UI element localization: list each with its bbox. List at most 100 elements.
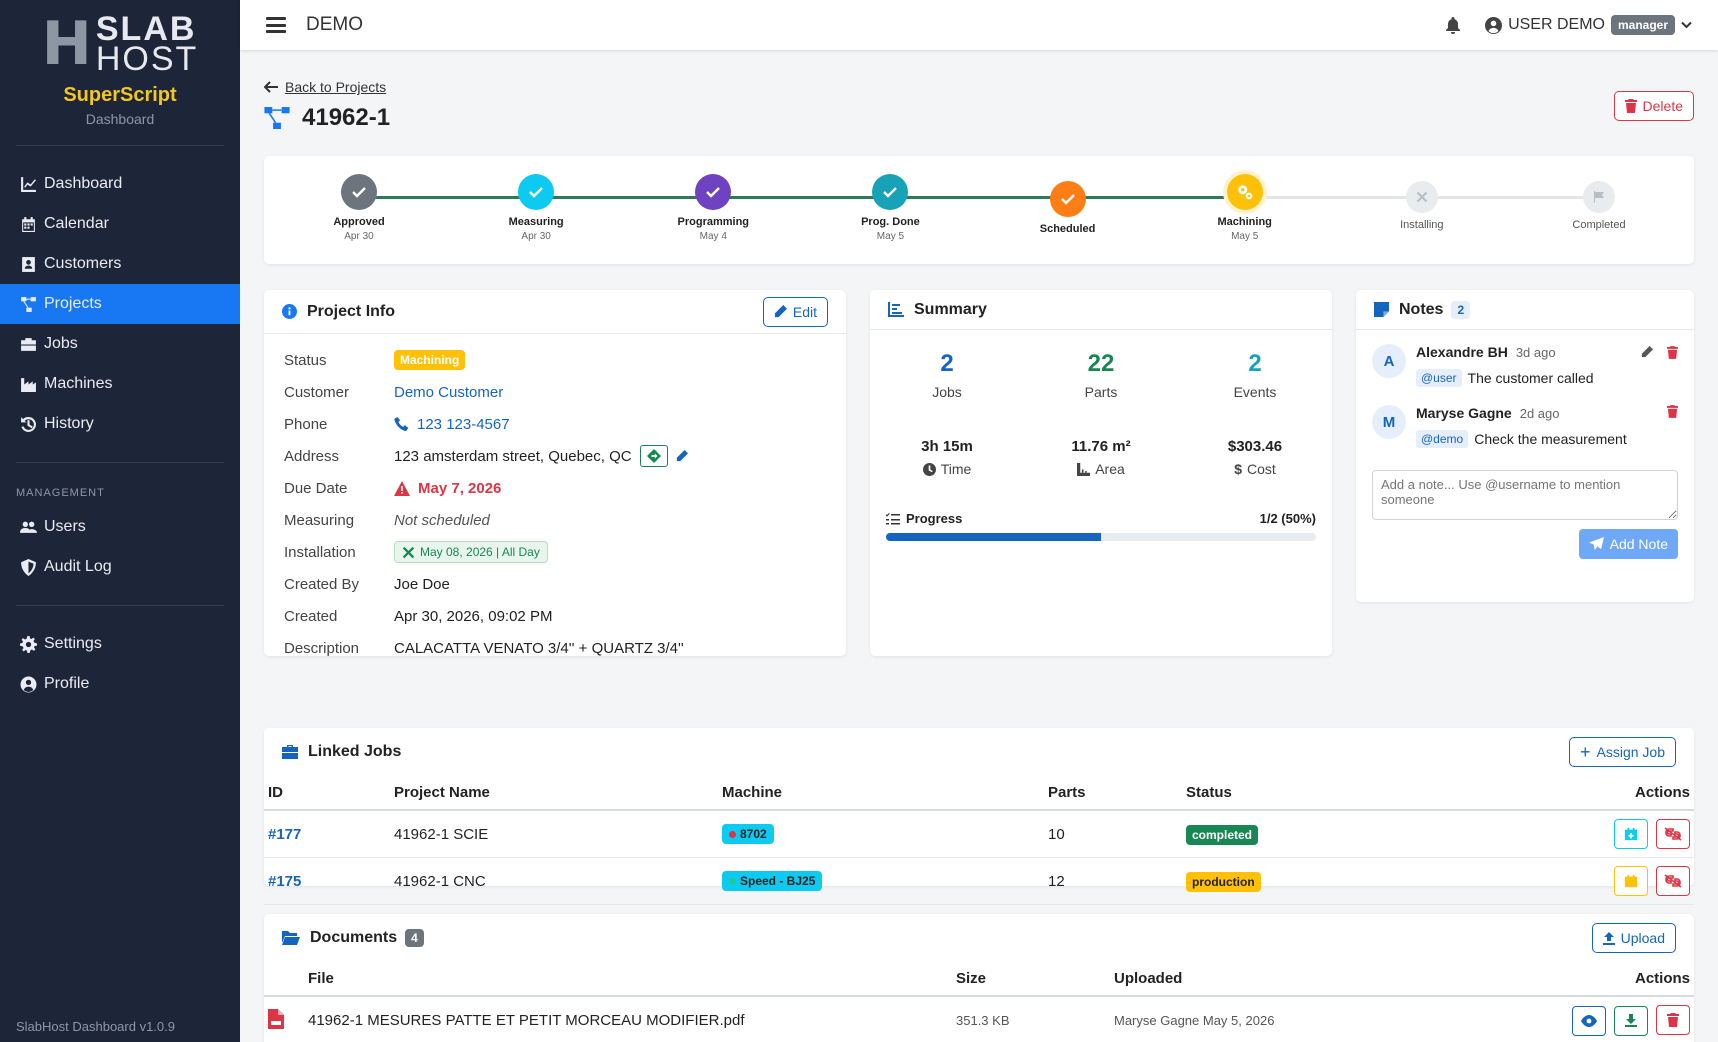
mention-tag[interactable]: @demo xyxy=(1416,430,1469,448)
add-note-button[interactable]: Add Note xyxy=(1578,529,1678,559)
sidebar-item-machines[interactable]: Machines xyxy=(0,364,240,404)
sidebar-item-label: Users xyxy=(44,518,86,535)
job-id-link[interactable]: #175 xyxy=(264,857,390,905)
step-label: Installing xyxy=(1400,219,1444,231)
sidebar-item-calendar[interactable]: Calendar xyxy=(0,204,240,244)
step-programming: Programming May 4 xyxy=(653,174,773,242)
job-name: 41962-1 SCIE xyxy=(390,810,718,858)
step-approved: Approved Apr 30 xyxy=(299,174,419,242)
customer-link[interactable]: Demo Customer xyxy=(394,383,504,401)
topbar: DEMO USER DEMO manager xyxy=(240,0,1718,50)
avatar: M xyxy=(1372,405,1406,439)
view-button[interactable] xyxy=(1571,1006,1606,1036)
bell-icon[interactable] xyxy=(1445,16,1461,34)
users-icon xyxy=(18,518,38,536)
check-icon xyxy=(518,174,555,210)
info-row-description: Description CALACATTA VENATO 3/4'' + QUA… xyxy=(284,632,826,664)
sidebar-item-audit-log[interactable]: Audit Log xyxy=(0,547,240,587)
logo[interactable]: H SLAB HOST SuperScript Dashboard xyxy=(0,0,240,127)
summary-title: Summary xyxy=(914,300,987,318)
download-icon xyxy=(1624,1014,1637,1027)
schedule-button[interactable] xyxy=(1613,866,1648,896)
schedule-button[interactable] xyxy=(1613,819,1648,849)
upload-button[interactable]: Upload xyxy=(1591,923,1676,953)
unlink-button[interactable] xyxy=(1656,819,1690,849)
job-id-link[interactable]: #177 xyxy=(264,810,390,858)
step-date: Apr 30 xyxy=(521,231,551,242)
logo-host-text: HOST xyxy=(95,40,199,78)
tasks-icon xyxy=(886,512,900,524)
pencil-icon[interactable] xyxy=(1641,345,1653,358)
phone-number: 123 123-4567 xyxy=(417,415,510,433)
delete-file-button[interactable] xyxy=(1656,1005,1690,1035)
jobs-count: 2 xyxy=(940,350,954,377)
step-measuring: Measuring Apr 30 xyxy=(476,174,596,242)
sidebar-divider xyxy=(16,462,224,463)
created-by-value: Joe Doe xyxy=(394,575,450,593)
step-date: May 5 xyxy=(1231,231,1259,242)
info-row-address: Address 123 amsterdam street, Quebec, QC xyxy=(284,440,826,472)
download-button[interactable] xyxy=(1613,1005,1648,1036)
sidebar-item-history[interactable]: History xyxy=(0,404,240,444)
sidebar-item-settings[interactable]: Settings xyxy=(0,624,240,664)
unlink-button[interactable] xyxy=(1656,866,1690,896)
file-name-link[interactable]: 41962-1 MESURES PATTE ET PETIT MORCEAU M… xyxy=(304,996,952,1042)
sidebar-item-dashboard[interactable]: Dashboard xyxy=(0,164,240,204)
hamburger-menu-icon[interactable] xyxy=(266,17,286,33)
sidebar-item-jobs[interactable]: Jobs xyxy=(0,324,240,364)
table-row: 41962-1 MESURES PATTE ET PETIT MORCEAU M… xyxy=(264,996,1694,1042)
linked-jobs-card: Linked Jobs + Assign Job ID Project Name… xyxy=(264,728,1694,905)
column-header: Size xyxy=(952,962,1110,997)
status-dot-icon xyxy=(729,877,736,885)
unlink-icon xyxy=(1664,874,1682,888)
linked-jobs-title: Linked Jobs xyxy=(308,743,402,760)
project-diagram-icon xyxy=(264,107,290,129)
info-label: Phone xyxy=(284,415,328,433)
sidebar-item-profile[interactable]: Profile xyxy=(0,664,240,704)
chart-bar-icon xyxy=(888,302,904,317)
delete-button[interactable]: Delete xyxy=(1613,91,1694,121)
info-row-created: Created Apr 30, 2026, 09:02 PM xyxy=(284,600,826,632)
user-menu[interactable]: USER DEMO manager xyxy=(1485,15,1692,35)
trash-icon[interactable] xyxy=(1667,405,1678,418)
sidebar-item-label: Dashboard xyxy=(44,175,123,192)
documents-table: File Size Uploaded Actions 41962-1 MESUR… xyxy=(264,962,1694,1042)
info-label: Measuring xyxy=(284,511,355,529)
tools-icon xyxy=(402,546,415,558)
history-icon xyxy=(18,415,38,433)
check-icon xyxy=(341,174,377,210)
note-text: Check the measurement xyxy=(1474,431,1627,447)
column-header: Machine xyxy=(718,776,1044,811)
sidebar-item-projects[interactable]: Projects xyxy=(0,284,240,324)
column-header: Actions xyxy=(1429,776,1694,811)
directions-button[interactable] xyxy=(639,445,668,467)
file-size: 351.3 KB xyxy=(952,996,1110,1042)
note-input[interactable] xyxy=(1372,470,1678,520)
column-header: ID xyxy=(264,776,390,811)
step-date: May 5 xyxy=(876,231,905,242)
pencil-icon[interactable] xyxy=(676,450,688,462)
check-icon xyxy=(695,174,732,210)
dollar-icon: $ xyxy=(1234,461,1242,477)
check-icon xyxy=(1049,181,1086,217)
assign-job-button[interactable]: + Assign Job xyxy=(1569,737,1676,767)
description-value: CALACATTA VENATO 3/4'' + QUARTZ 3/4'' xyxy=(394,639,684,657)
calendar-icon xyxy=(1624,874,1637,888)
info-label: Created By xyxy=(284,575,360,593)
step-prog-done: Prog. Done May 5 xyxy=(830,174,950,242)
role-badge: manager xyxy=(1610,15,1675,35)
trash-icon[interactable] xyxy=(1667,345,1678,359)
gears-icon xyxy=(1226,174,1263,210)
installation-badge[interactable]: May 08, 2026 | All Day xyxy=(394,541,548,563)
table-row: #177 41962-1 SCIE 8702 10 completed xyxy=(264,810,1694,858)
notes-count-badge: 2 xyxy=(1451,300,1471,319)
back-to-projects-link[interactable]: Back to Projects xyxy=(264,79,386,95)
phone-link[interactable]: 123 123-4567 xyxy=(394,416,510,433)
user-circle-icon xyxy=(1485,16,1503,34)
sidebar-item-customers[interactable]: Customers xyxy=(0,244,240,284)
mention-tag[interactable]: @user xyxy=(1416,369,1462,387)
column-header: Actions xyxy=(1439,962,1694,997)
sidebar-item-users[interactable]: Users xyxy=(0,507,240,547)
progress-bar xyxy=(886,533,1316,541)
edit-button[interactable]: Edit xyxy=(762,296,828,327)
